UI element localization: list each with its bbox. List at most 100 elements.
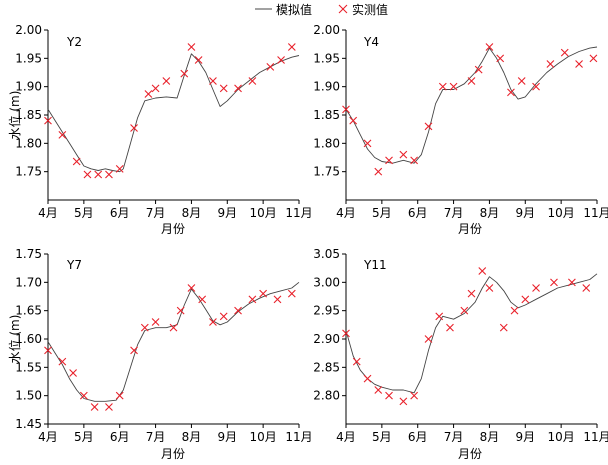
observed-point-marker [58,130,67,139]
y-tick-label: 1.70 [15,275,42,289]
observed-point-marker [176,306,185,315]
panel-y2-axes: 1.75 1.80 1.85 1.90 1.95 2.00 4月 5月 6月 7月 8月 9月 10月 1… [15,23,312,220]
observed-point-marker [589,54,598,63]
observed-point-marker [582,284,591,292]
observed-point-marker [115,391,124,400]
x-tick-label: 4月 [38,430,58,444]
panel-y2-title: Y2 [66,35,82,49]
simulated-series-line [345,46,598,164]
observed-point-marker [234,84,242,93]
panel-y11-title: Y11 [363,258,387,272]
simulated-series-line [47,281,300,402]
panel-y4-axes: 1.75 1.80 1.85 1.90 1.95 2.00 4月 5月 6月 7月 8月 9月 10月 1… [313,23,608,220]
panel-y7: 1.45 1.50 1.55 1.60 1.65 1.70 1.75 4月 5月 6月 7月 8月 9月… [7,247,313,461]
panel-y11: 2.80 2.85 2.90 2.95 3.00 3.05 4月 5月 6月 7月 8月 9月 10月 1… [313,247,608,461]
observed-point-marker [140,323,149,332]
x-tick-label: 6月 [110,206,130,220]
y-tick-label: 1.50 [15,389,42,403]
x-tick-label: 9月 [217,430,237,444]
observed-point-marker [219,84,228,93]
observed-point-marker [510,306,519,315]
observed-point-marker [532,284,540,292]
x-tick-label: 9月 [217,206,237,220]
x-tick-label: 11月 [285,206,312,220]
observed-point-marker [575,60,583,68]
observed-point-marker [532,82,540,91]
observed-point-marker [385,156,393,165]
observed-point-marker [144,90,153,98]
y-tick-label: 2.00 [313,23,340,37]
legend-simulated-label: 模拟值 [276,2,312,17]
observed-point-marker [130,346,138,355]
x-tick-label: 9月 [515,430,535,444]
panel-y7-xlabel: 月份 [161,447,185,461]
observed-point-marker [266,62,275,71]
x-tick-label: 7月 [146,206,166,220]
observed-point-marker [83,170,92,179]
observed-point-marker [517,77,526,85]
observed-point-marker [273,295,282,304]
y-tick-label: 1.80 [313,136,340,150]
panel-y7-axes: 1.45 1.50 1.55 1.60 1.65 1.70 1.75 4月 5月 6月 7月 8月 9月… [15,247,312,444]
y-tick-label: 1.65 [15,304,42,318]
simulated-series-line [345,273,598,394]
panel-y4-title: Y4 [363,35,379,49]
x-tick-label: 8月 [480,206,500,220]
observed-point-marker [105,170,113,179]
x-tick-label: 4月 [38,206,58,220]
x-tick-label: 11月 [583,430,608,444]
observed-point-marker [198,295,207,304]
observed-point-marker [410,156,419,165]
observed-point-marker [90,403,99,411]
x-tick-label: 8月 [182,206,202,220]
observed-point-marker [287,289,296,298]
x-tick-label: 11月 [285,430,312,444]
observed-point-marker [485,284,494,292]
observed-point-marker [44,116,52,125]
y-tick-label: 2.95 [313,304,340,318]
observed-point-marker [209,77,217,85]
observed-point-marker [169,323,178,332]
x-tick-label: 8月 [480,430,500,444]
y-tick-label: 2.00 [15,23,42,37]
observed-point-marker [162,77,171,85]
observed-point-marker [187,284,196,292]
x-tick-label: 7月 [146,430,166,444]
y-tick-label: 1.75 [15,165,42,179]
x-tick-label: 10月 [548,430,575,444]
observed-point-marker [467,289,476,298]
x-tick-label: 6月 [408,206,428,220]
observed-point-marker [248,295,257,304]
panel-y11-xlabel: 月份 [458,447,482,461]
observed-point-marker [259,289,268,298]
observed-point-marker [72,157,81,166]
x-tick-label: 4月 [336,206,356,220]
observed-point-marker [248,77,257,85]
observed-point-marker [446,323,454,332]
observed-point-marker [374,167,383,176]
observed-point-marker [94,170,103,179]
y-tick-label: 2.90 [313,332,340,346]
panel-y7-ylabel: 水位 (m) [7,315,22,364]
y-tick-label: 1.75 [313,165,340,179]
y-tick-label: 1.90 [313,80,340,94]
observed-point-marker [399,397,408,406]
observed-point-marker [151,84,160,93]
observed-point-marker [79,391,88,400]
x-tick-label: 4月 [336,430,356,444]
x-tick-label: 7月 [444,206,464,220]
observed-point-marker [349,116,358,125]
x-tick-label: 9月 [515,206,535,220]
observed-point-marker [474,65,483,74]
observed-point-marker [385,391,393,400]
x-tick-label: 5月 [372,430,392,444]
observed-point-marker [499,323,508,332]
panel-y2: 1.75 1.80 1.85 1.90 1.95 2.00 4月 5月 6月 7月 8月 9月 10月 1… [7,23,313,236]
observed-point-marker [546,60,555,68]
observed-point-marker [410,391,419,400]
observed-point-marker [485,43,494,51]
observed-point-marker [568,278,576,287]
observed-point-marker [478,267,487,275]
observed-point-marker [342,329,350,338]
